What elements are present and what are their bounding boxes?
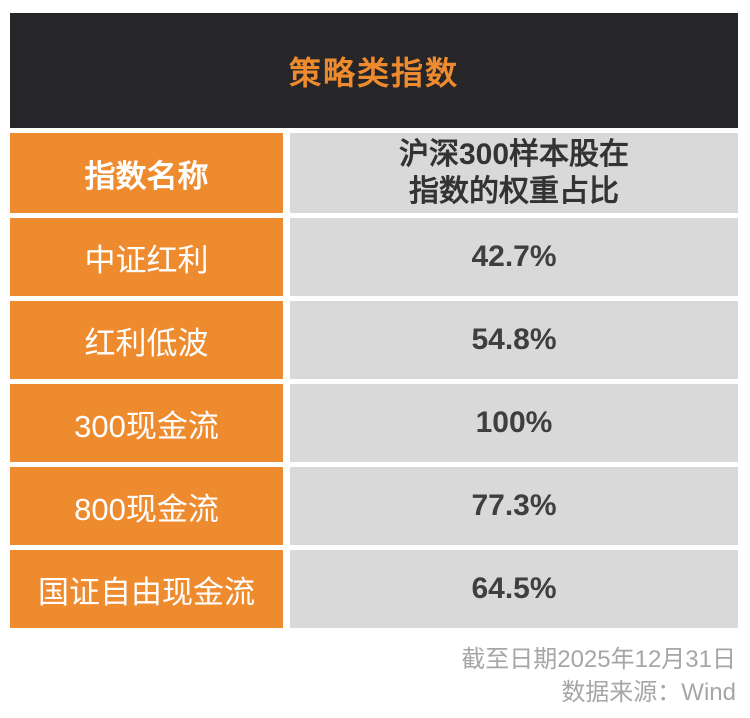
weight-value: 42.7%: [471, 240, 557, 273]
column-header-weight-line2: 指数的权重占比: [409, 175, 619, 208]
index-name-label: 红利低波: [84, 325, 209, 361]
column-header-index-name-label: 指数名称: [84, 158, 209, 194]
table-row-weight-value: 64.5%: [290, 550, 738, 628]
index-name-label: 300现金流: [74, 408, 219, 444]
table-row-index-name: 红利低波: [10, 301, 283, 379]
as-of-date-note: 截至日期2025年12月31日: [461, 646, 736, 673]
table-row-weight-value: 42.7%: [290, 218, 738, 296]
data-source-note: 数据来源：Wind: [561, 679, 736, 706]
title-bar: 策略类指数: [10, 13, 738, 128]
footer-notes: 截至日期2025年12月31日 数据来源：Wind: [10, 643, 738, 709]
column-header-index-name: 指数名称: [10, 133, 283, 213]
weight-value: 54.8%: [471, 323, 557, 356]
index-name-label: 国证自由现金流: [38, 574, 255, 610]
table-row-index-name: 中证红利: [10, 218, 283, 296]
table-row-weight-value: 100%: [290, 384, 738, 462]
table-row-index-name: 国证自由现金流: [10, 550, 283, 628]
index-name-label: 800现金流: [74, 491, 219, 527]
table-row-weight-value: 54.8%: [290, 301, 738, 379]
content-area: 策略类指数 指数名称 沪深300样本股在 指数的权重占比 中证红利 42.7% …: [10, 13, 738, 709]
weight-value: 77.3%: [471, 489, 557, 522]
strategy-index-table: 指数名称 沪深300样本股在 指数的权重占比 中证红利 42.7% 红利低波 5…: [10, 133, 738, 628]
weight-value: 100%: [475, 406, 553, 439]
index-name-label: 中证红利: [84, 242, 209, 278]
page-title: 策略类指数: [288, 54, 459, 91]
table-row-index-name: 800现金流: [10, 467, 283, 545]
column-header-weight-line1: 沪深300样本股在: [398, 138, 630, 171]
table-row-weight-value: 77.3%: [290, 467, 738, 545]
column-header-weight: 沪深300样本股在 指数的权重占比: [290, 133, 738, 213]
weight-value: 64.5%: [471, 572, 557, 605]
table-row-index-name: 300现金流: [10, 384, 283, 462]
